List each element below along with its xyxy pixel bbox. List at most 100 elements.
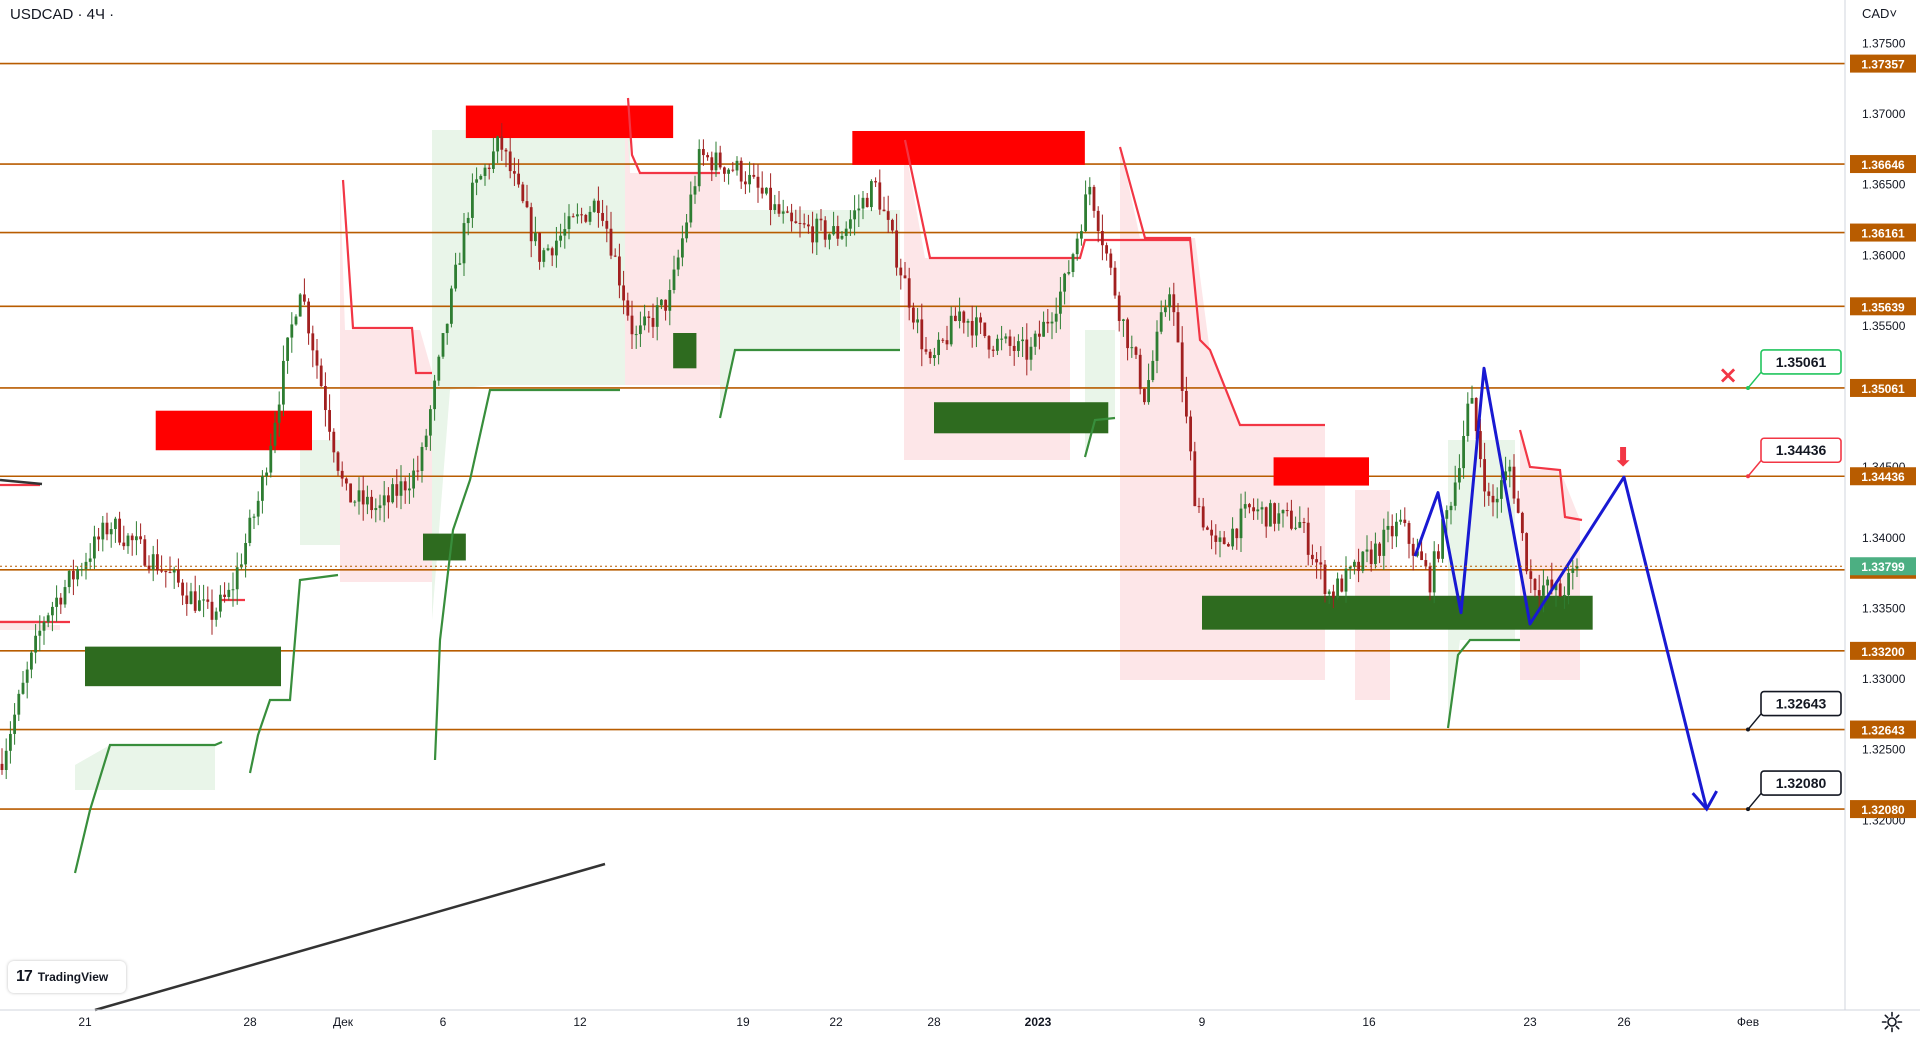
candle-body bbox=[189, 591, 193, 604]
candle-body bbox=[970, 320, 974, 336]
candle-body bbox=[1323, 564, 1327, 594]
callout-box bbox=[1760, 349, 1842, 375]
candle-body bbox=[891, 219, 894, 231]
level-price-badge bbox=[1850, 297, 1916, 316]
candle-body bbox=[521, 184, 525, 202]
level-price-label: 1.32643 bbox=[1861, 724, 1905, 738]
candle-body bbox=[441, 333, 445, 357]
candle-body bbox=[168, 572, 172, 574]
candle-body bbox=[1319, 562, 1323, 565]
level-price-label: 1.35639 bbox=[1861, 300, 1905, 314]
candle-body bbox=[689, 194, 693, 223]
candle-body bbox=[1222, 537, 1226, 545]
candle-body bbox=[147, 565, 151, 570]
candle-body bbox=[937, 339, 940, 356]
candle-body bbox=[1105, 245, 1108, 254]
date-tick: 9 bbox=[1199, 1015, 1206, 1029]
candle-body bbox=[693, 186, 697, 195]
candle-body bbox=[1151, 360, 1155, 381]
candle-body bbox=[844, 228, 848, 236]
candle-body bbox=[214, 611, 218, 620]
candle-body bbox=[1449, 505, 1453, 511]
candle-body bbox=[786, 211, 789, 213]
candle-body bbox=[311, 333, 315, 351]
date-tick: 28 bbox=[243, 1015, 257, 1029]
candle-body bbox=[1403, 519, 1407, 524]
candle-body bbox=[193, 591, 197, 611]
candle-body bbox=[336, 452, 340, 471]
candle-body bbox=[466, 217, 470, 224]
candle-body bbox=[445, 323, 449, 334]
candle-body bbox=[1344, 568, 1348, 592]
date-tick: 22 bbox=[829, 1015, 843, 1029]
candle-body bbox=[1466, 403, 1470, 436]
candle-body bbox=[177, 569, 180, 583]
candle-body bbox=[1050, 321, 1054, 324]
projection-arrowhead bbox=[1691, 790, 1718, 812]
candle-body bbox=[0, 763, 4, 770]
callout-label: 1.34436 bbox=[1776, 442, 1827, 458]
candle-body bbox=[34, 635, 37, 653]
candle-body bbox=[235, 567, 239, 590]
candle-body bbox=[1508, 466, 1512, 472]
candle-body bbox=[370, 496, 373, 511]
trend-line bbox=[94, 862, 606, 1012]
candle-body bbox=[416, 470, 420, 472]
candle-body bbox=[135, 536, 138, 541]
candle-body bbox=[126, 535, 130, 547]
candle-body bbox=[874, 181, 877, 183]
trail-stop-green bbox=[1446, 638, 1520, 729]
candle-body bbox=[966, 320, 970, 323]
callout-target-1: 1.32643 bbox=[1746, 690, 1842, 732]
callout-stop: 1.35061 × bbox=[1718, 349, 1842, 390]
candle-body bbox=[55, 597, 58, 607]
candle-body bbox=[382, 495, 386, 506]
candle-body bbox=[513, 171, 516, 174]
candle-body bbox=[895, 230, 898, 268]
candle-body bbox=[504, 149, 508, 152]
candle-body bbox=[622, 285, 625, 301]
trailing-stop-fill bbox=[432, 130, 630, 620]
candle-body bbox=[1197, 506, 1201, 508]
candle-body bbox=[1059, 291, 1062, 314]
candle-body bbox=[1437, 551, 1440, 559]
candle-body bbox=[714, 152, 718, 171]
trailing-stop-fill bbox=[720, 210, 900, 410]
candle-body bbox=[340, 470, 344, 479]
candle-body bbox=[1554, 583, 1558, 591]
candle-body bbox=[996, 338, 999, 351]
candle-body bbox=[832, 226, 835, 235]
chevron-down-icon: ˅ bbox=[1889, 6, 1898, 21]
candle-body bbox=[1033, 333, 1037, 347]
candle-body bbox=[357, 490, 361, 502]
candle-body bbox=[592, 200, 596, 212]
candle-body bbox=[399, 481, 403, 496]
candle-body bbox=[454, 264, 457, 289]
candle-body bbox=[198, 600, 201, 611]
support-zone bbox=[673, 333, 697, 369]
candle-body bbox=[979, 317, 982, 323]
candle-body bbox=[1487, 491, 1491, 496]
gear-icon[interactable] bbox=[1880, 1010, 1904, 1034]
callout-box bbox=[1760, 770, 1842, 796]
symbol-title[interactable]: USDCAD · 4Ч · bbox=[10, 6, 115, 23]
currency-dropdown[interactable]: CAD˅ bbox=[1862, 6, 1897, 21]
candle-body bbox=[1138, 354, 1142, 389]
candle-body bbox=[542, 250, 546, 262]
candle-body bbox=[681, 238, 684, 258]
candle-body bbox=[248, 517, 252, 543]
callout-anchor bbox=[1746, 807, 1750, 812]
candle-body bbox=[1147, 380, 1150, 403]
candle-body bbox=[256, 500, 260, 517]
tradingview-logo[interactable]: 17 TradingView bbox=[8, 961, 126, 993]
candle-body bbox=[811, 226, 814, 243]
candle-body bbox=[1092, 186, 1096, 211]
candle-body bbox=[840, 235, 844, 239]
candle-body bbox=[395, 484, 399, 496]
resistance-zone bbox=[852, 130, 1085, 165]
candle-body bbox=[1227, 544, 1230, 547]
candle-body bbox=[1084, 194, 1087, 232]
candle-body bbox=[567, 216, 571, 230]
